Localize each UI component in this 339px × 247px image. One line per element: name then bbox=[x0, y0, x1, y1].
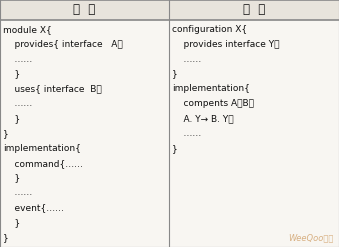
Text: module X{: module X{ bbox=[3, 25, 52, 34]
Text: }: } bbox=[3, 129, 9, 138]
Text: ……: …… bbox=[172, 129, 201, 138]
Bar bbox=[0, 0, 169, 20]
Text: event{……: event{…… bbox=[3, 203, 64, 212]
Text: compents A、B；: compents A、B； bbox=[172, 99, 254, 108]
Text: 模  块: 模 块 bbox=[73, 3, 96, 17]
Text: }: } bbox=[3, 114, 20, 123]
Text: provides interface Y；: provides interface Y； bbox=[172, 40, 279, 49]
Text: ……: …… bbox=[3, 188, 32, 197]
Text: configuration X{: configuration X{ bbox=[172, 25, 247, 34]
Text: ……: …… bbox=[3, 99, 32, 108]
Text: }: } bbox=[3, 233, 9, 242]
Text: }: } bbox=[172, 144, 178, 153]
Text: uses{ interface  B；: uses{ interface B； bbox=[3, 84, 102, 93]
Bar bbox=[169, 0, 339, 20]
Text: A. Y→ B. Y；: A. Y→ B. Y； bbox=[172, 114, 234, 123]
Text: }: } bbox=[172, 70, 178, 79]
Text: implementation{: implementation{ bbox=[172, 84, 250, 93]
Text: command{……: command{…… bbox=[3, 159, 83, 168]
Text: ……: …… bbox=[3, 55, 32, 64]
Text: 配  件: 配 件 bbox=[243, 3, 265, 17]
Text: provides{ interface   A；: provides{ interface A； bbox=[3, 40, 123, 49]
Text: implementation{: implementation{ bbox=[3, 144, 81, 153]
Text: }: } bbox=[3, 174, 20, 183]
Text: }: } bbox=[3, 218, 20, 227]
Text: ……: …… bbox=[172, 55, 201, 64]
Text: }: } bbox=[3, 70, 20, 79]
Text: WeeQoo维库: WeeQoo维库 bbox=[288, 233, 334, 242]
